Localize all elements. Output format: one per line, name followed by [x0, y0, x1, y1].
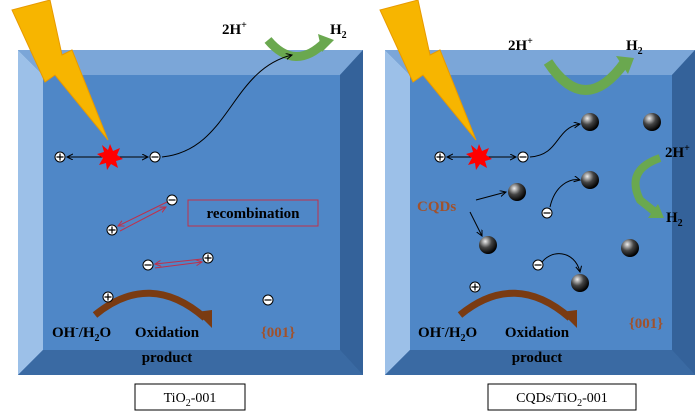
- electron: [542, 208, 552, 218]
- sup: +: [527, 36, 533, 47]
- product-label: product: [142, 350, 193, 366]
- facet-label: {001}: [629, 316, 663, 332]
- facet-label: {001}: [261, 325, 295, 341]
- hydrogen-label: H2: [330, 22, 347, 41]
- electron: [518, 152, 528, 162]
- reactant-label: OH-/H2O: [52, 323, 111, 344]
- cqd: [581, 171, 599, 189]
- sup: +: [684, 143, 690, 154]
- panel-left: 2H+ H2 recombination OH-/H2O Oxidation p…: [12, 0, 363, 410]
- cqd: [508, 183, 526, 201]
- product-label: Oxidation: [135, 325, 200, 341]
- caption: TiO2-001: [164, 391, 217, 409]
- hole: [55, 152, 65, 162]
- electron: [263, 295, 273, 305]
- text: /H: [78, 325, 95, 341]
- text: 2H: [222, 22, 242, 38]
- cqd: [621, 239, 639, 257]
- green-arrow: [268, 40, 325, 57]
- bevel-right: [340, 50, 363, 375]
- text: O: [466, 325, 478, 341]
- bevel-left: [385, 50, 410, 375]
- reactant-label: OH-/H2O: [418, 323, 477, 344]
- text: 2H: [665, 145, 685, 161]
- proton-label: 2H+: [222, 20, 247, 38]
- text: TiO: [164, 391, 186, 406]
- text: H: [330, 22, 342, 38]
- diagram: 2H+ H2 recombination OH-/H2O Oxidation p…: [0, 0, 699, 417]
- text: OH: [418, 325, 442, 341]
- hole: [103, 292, 113, 302]
- electron: [150, 152, 160, 162]
- product-label: Oxidation: [505, 325, 570, 341]
- sub: 2: [638, 46, 643, 57]
- sup: +: [241, 20, 247, 31]
- bevel-left: [18, 50, 43, 375]
- cqd: [643, 113, 661, 131]
- electron: [143, 260, 153, 270]
- cqds-label: CQDs: [417, 199, 456, 215]
- sub: 2: [678, 218, 683, 229]
- electron: [533, 260, 543, 270]
- product-label: product: [512, 350, 563, 366]
- panel-right: 2H+ H2 2H+ H2 CQDs OH-/H2O Oxidation pro…: [380, 0, 695, 410]
- recombination-label: recombination: [206, 206, 300, 222]
- text: CQDs/TiO: [516, 391, 577, 406]
- cqd: [571, 274, 589, 292]
- text: H: [626, 38, 638, 54]
- hole: [435, 152, 445, 162]
- cqd: [581, 113, 599, 131]
- sub: 2: [342, 30, 347, 41]
- text: H: [666, 210, 678, 226]
- cqd: [479, 236, 497, 254]
- text: OH: [52, 325, 76, 341]
- caption: CQDs/TiO2-001: [516, 391, 608, 409]
- hole: [203, 253, 213, 263]
- text: O: [100, 325, 112, 341]
- text: /H: [444, 325, 461, 341]
- electron: [167, 195, 177, 205]
- hole: [470, 282, 480, 292]
- text: -001: [582, 391, 608, 406]
- text: -001: [191, 391, 217, 406]
- text: 2H: [508, 38, 528, 54]
- hole: [107, 225, 117, 235]
